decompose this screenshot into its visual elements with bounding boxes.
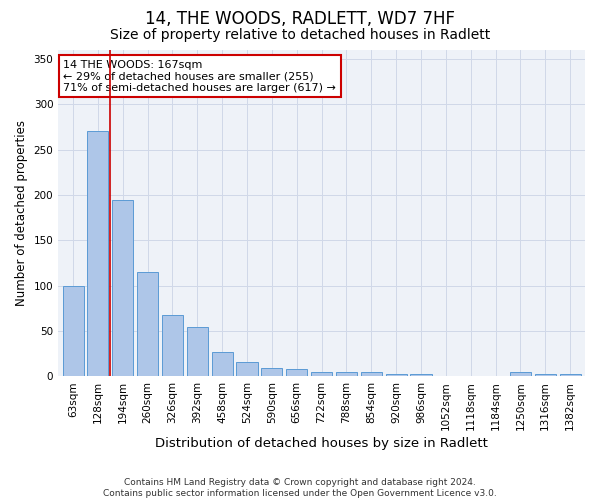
Bar bbox=[236, 362, 257, 376]
Bar bbox=[535, 374, 556, 376]
Bar bbox=[286, 369, 307, 376]
Text: 14, THE WOODS, RADLETT, WD7 7HF: 14, THE WOODS, RADLETT, WD7 7HF bbox=[145, 10, 455, 28]
Bar bbox=[212, 352, 233, 376]
Bar bbox=[410, 374, 431, 376]
Text: Contains HM Land Registry data © Crown copyright and database right 2024.
Contai: Contains HM Land Registry data © Crown c… bbox=[103, 478, 497, 498]
Text: 14 THE WOODS: 167sqm
← 29% of detached houses are smaller (255)
71% of semi-deta: 14 THE WOODS: 167sqm ← 29% of detached h… bbox=[64, 60, 337, 93]
Bar bbox=[137, 272, 158, 376]
Bar bbox=[311, 372, 332, 376]
Bar bbox=[336, 372, 357, 376]
Bar bbox=[88, 130, 109, 376]
Text: Size of property relative to detached houses in Radlett: Size of property relative to detached ho… bbox=[110, 28, 490, 42]
Bar bbox=[112, 200, 133, 376]
Bar bbox=[361, 372, 382, 376]
Bar bbox=[62, 286, 83, 376]
Bar bbox=[386, 374, 407, 376]
X-axis label: Distribution of detached houses by size in Radlett: Distribution of detached houses by size … bbox=[155, 437, 488, 450]
Bar bbox=[187, 328, 208, 376]
Bar bbox=[262, 368, 283, 376]
Bar bbox=[162, 315, 183, 376]
Y-axis label: Number of detached properties: Number of detached properties bbox=[15, 120, 28, 306]
Bar bbox=[510, 372, 531, 376]
Bar bbox=[560, 374, 581, 376]
